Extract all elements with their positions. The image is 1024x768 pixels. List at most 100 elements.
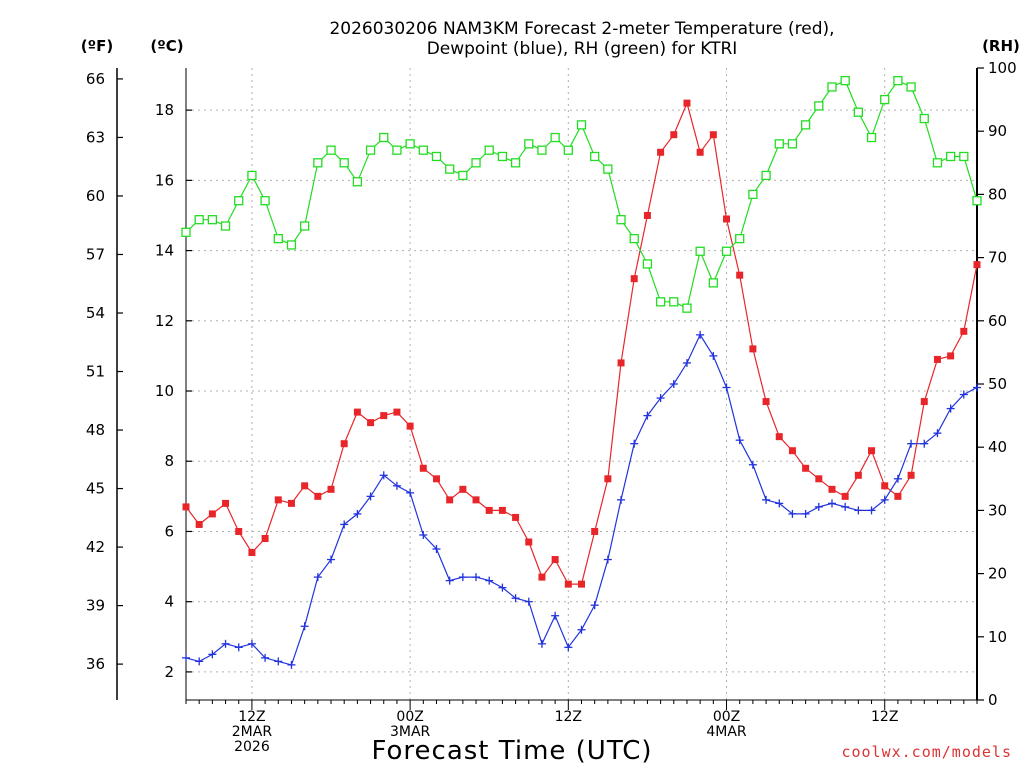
dewpoint-point	[788, 509, 797, 518]
temperature-point	[380, 412, 388, 420]
temperature-point	[815, 475, 823, 483]
rh-tick-label: 20	[988, 565, 1007, 583]
dewpoint-point	[682, 358, 691, 367]
temperature-point	[881, 482, 889, 490]
temperature-point	[287, 499, 295, 507]
dewpoint-point	[893, 474, 902, 483]
dewpoint-point	[814, 502, 823, 511]
temperature-point	[353, 408, 361, 416]
rh-point	[405, 139, 415, 149]
dewpoint-point	[313, 573, 322, 582]
temperature-point	[802, 464, 810, 472]
dewpoint-point	[432, 545, 441, 554]
rh-tick-label: 30	[988, 501, 1007, 519]
dewpoint-point	[946, 404, 955, 413]
celsius-tick-label: 18	[155, 101, 174, 119]
fahrenheit-tick-label: 60	[86, 187, 105, 205]
temperature-point	[248, 549, 256, 557]
temperature-point	[894, 492, 902, 500]
dewpoint-point	[722, 383, 731, 392]
dewpoint-point	[208, 650, 217, 659]
fahrenheit-tick-label: 45	[86, 480, 105, 498]
rh-point	[273, 233, 283, 244]
temperature-point	[657, 148, 665, 156]
rh-point	[708, 278, 718, 288]
dewpoint-point	[419, 530, 428, 539]
temperature-point	[538, 573, 546, 581]
x-tick-label: 2026	[234, 739, 270, 755]
dewpoint-point	[327, 555, 336, 564]
dewpoint-point	[907, 439, 916, 448]
rh-point	[339, 158, 349, 168]
temperature-point	[419, 464, 427, 472]
fahrenheit-tick-label: 57	[86, 245, 105, 263]
dewpoint-point	[498, 583, 507, 592]
dewpoint-point	[379, 471, 388, 480]
rh-unit-label: (RH)	[982, 37, 1020, 55]
x-tick-label: 4MAR	[706, 724, 747, 740]
temperature-point	[459, 485, 467, 493]
temperature-point	[393, 408, 401, 416]
rh-point	[563, 145, 573, 155]
rh-point	[299, 221, 310, 231]
x-tick-label: 12Z	[238, 709, 265, 725]
fahrenheit-tick-label: 66	[86, 70, 105, 88]
dewpoint-point	[195, 657, 204, 666]
series-temperature	[182, 99, 981, 588]
rh-point	[972, 196, 982, 206]
dewpoint-point	[261, 653, 270, 662]
celsius-tick-label: 16	[155, 171, 174, 189]
dewpoint-point	[643, 411, 652, 420]
rh-point	[524, 139, 534, 149]
rh-point	[774, 139, 784, 149]
temperature-point	[907, 471, 915, 479]
rh-point	[748, 189, 758, 200]
rh-point	[379, 132, 389, 143]
dewpoint-point	[472, 573, 481, 582]
fahrenheit-tick-label: 36	[86, 655, 105, 673]
rh-point	[458, 170, 468, 181]
rh-point	[642, 259, 653, 269]
dewpoint-point	[630, 439, 639, 448]
dewpoint-point	[458, 573, 467, 582]
dewpoint-point	[274, 657, 283, 666]
rh-point	[787, 139, 798, 149]
celsius-tick-label: 12	[155, 312, 174, 330]
temperature-point	[854, 471, 862, 479]
temperature-point	[749, 345, 757, 353]
temperature-point	[643, 211, 651, 219]
dewpoint-point	[406, 488, 415, 497]
rh-point	[181, 227, 191, 237]
rh-point	[431, 151, 442, 162]
x-tick-label: 12Z	[871, 709, 898, 725]
temperature-point	[617, 359, 625, 367]
dewpoint-point	[524, 597, 533, 606]
temperature-point	[564, 580, 572, 588]
title-line-2: Dewpoint (blue), RH (green) for KTRI	[427, 39, 738, 59]
rh-tick-label: 50	[988, 375, 1007, 393]
temperature-point	[182, 503, 190, 511]
rh-tick-label: 70	[988, 249, 1007, 267]
rh-point	[906, 82, 916, 92]
temperature-point	[933, 355, 941, 363]
title-line-1: 2026030206 NAM3KM Forecast 2-meter Tempe…	[329, 19, 834, 39]
rh-point	[352, 177, 363, 187]
temperature-point	[261, 534, 269, 542]
rh-point	[247, 170, 257, 181]
temperature-point	[736, 271, 744, 279]
fahrenheit-tick-label: 39	[86, 597, 105, 615]
rh-point	[497, 151, 508, 162]
dewpoint-point	[300, 622, 309, 631]
temperature-point	[775, 433, 783, 441]
rh-point	[207, 215, 218, 225]
credit-text: coolwx.com/models	[841, 743, 1012, 761]
temperature-point	[222, 499, 230, 507]
dewpoint-point	[247, 639, 256, 648]
temperature-point	[670, 131, 678, 139]
x-tick-label: 3MAR	[390, 724, 431, 740]
rh-point	[761, 170, 771, 181]
temperature-point	[709, 131, 717, 139]
temperature-point	[485, 506, 493, 514]
rh-point	[893, 75, 903, 86]
rh-point	[814, 101, 824, 111]
